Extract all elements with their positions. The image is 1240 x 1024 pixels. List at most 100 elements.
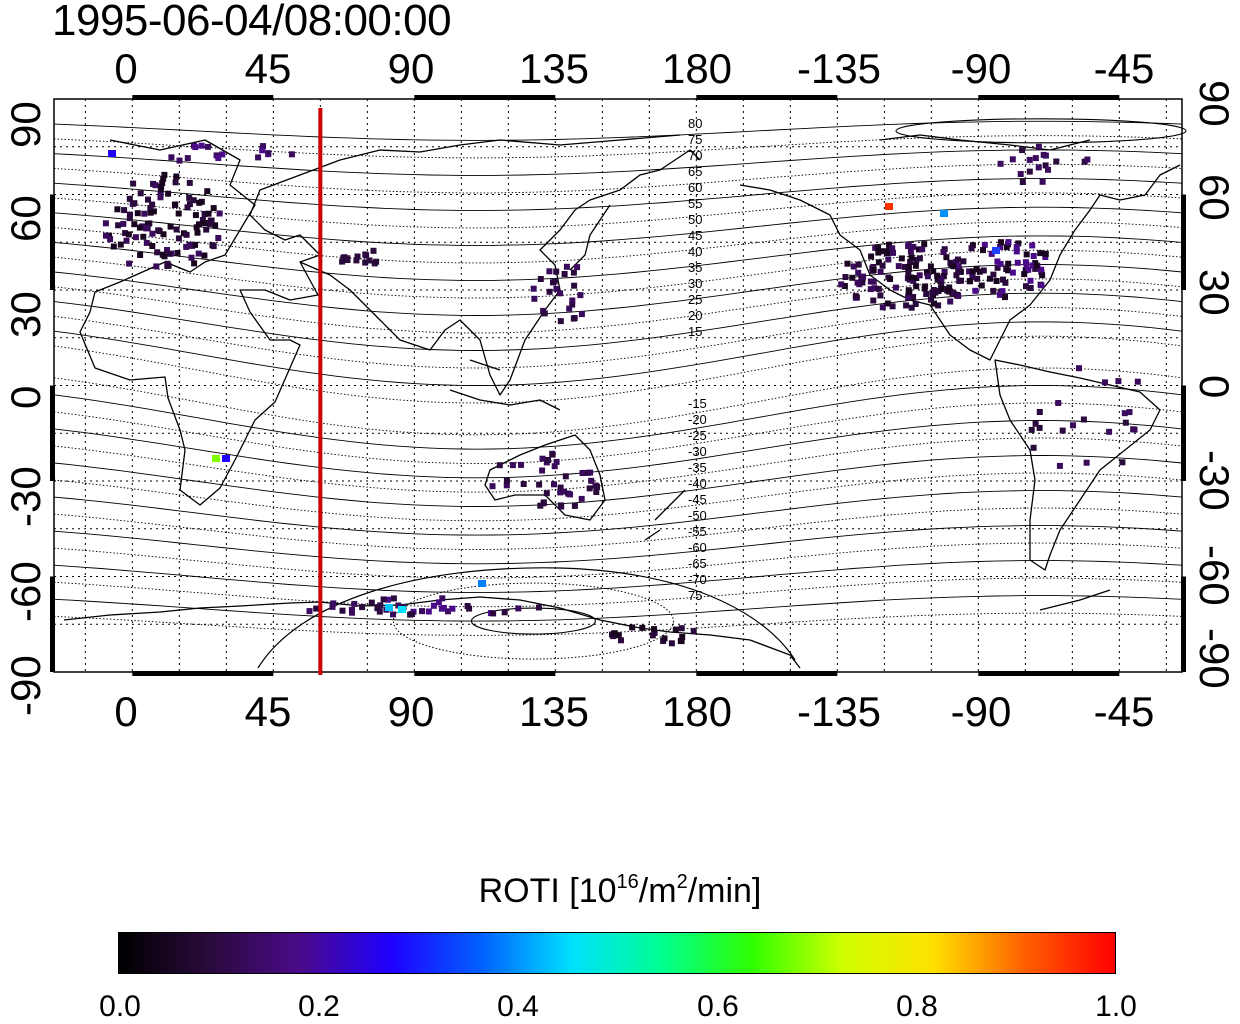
contour-label-south: -30 (688, 444, 707, 459)
roti-point (679, 634, 686, 640)
roti-point (1005, 267, 1011, 274)
roti-point (912, 301, 919, 307)
roti-point (571, 282, 578, 289)
roti-point (871, 285, 878, 292)
roti-point (1017, 171, 1024, 177)
roti-point (496, 462, 503, 469)
colorbar-tick-4: 0.8 (896, 990, 938, 1023)
roti-point (539, 455, 546, 462)
roti-point (535, 604, 542, 611)
roti-point (353, 257, 360, 264)
roti-point (577, 292, 584, 299)
roti-point (931, 300, 937, 307)
roti-point (150, 208, 157, 215)
roti-point (503, 482, 510, 489)
roti-point (561, 271, 568, 277)
roti-point (152, 182, 159, 189)
roti-point (131, 221, 138, 228)
contour-line (53, 595, 1183, 622)
roti-point (539, 467, 546, 474)
roti-point (997, 160, 1004, 167)
roti-point (127, 211, 133, 218)
roti-point (1042, 250, 1049, 257)
roti-point (999, 288, 1006, 295)
roti-point (976, 268, 983, 275)
roti-point (928, 296, 934, 303)
left-tick-6: -90 (2, 655, 49, 716)
roti-point (913, 257, 920, 263)
roti-point (1039, 178, 1046, 185)
colorbar-tick-2: 0.4 (497, 990, 539, 1023)
roti-point (561, 488, 568, 495)
roti-point (919, 246, 926, 253)
roti-point (994, 264, 1001, 271)
frame-tick-bars (50, 95, 1186, 676)
roti-point (578, 311, 585, 318)
roti-point (398, 606, 406, 613)
roti-point (149, 243, 156, 249)
roti-point (339, 258, 346, 265)
roti-point (860, 273, 867, 280)
coast-asia (299, 134, 701, 396)
roti-point (1030, 253, 1037, 259)
roti-point (913, 283, 920, 290)
roti-point (368, 599, 375, 606)
roti-point (140, 233, 147, 240)
roti-point (884, 300, 891, 307)
frame-bar-bottom (978, 671, 1120, 676)
roti-point (201, 252, 208, 259)
roti-point (210, 205, 217, 212)
bottom-tick-5: -135 (796, 688, 882, 735)
contour-label-north: 20 (688, 308, 702, 323)
right-tick-6: -90 (1191, 628, 1238, 689)
contour-label-north: 25 (688, 292, 702, 307)
roti-point (145, 196, 151, 203)
roti-point (980, 247, 986, 254)
roti-point (141, 210, 148, 217)
roti-point (1039, 272, 1046, 279)
contour-label-south: -55 (688, 524, 707, 539)
contour-label-south: -60 (688, 540, 707, 555)
roti-point (204, 188, 211, 195)
roti-point (880, 248, 887, 255)
contour-line (53, 221, 1183, 264)
roti-point (998, 239, 1004, 246)
roti-point (892, 284, 899, 291)
frame-bar-right (1181, 194, 1186, 290)
roti-point (969, 268, 976, 275)
roti-point (908, 304, 915, 311)
roti-point (594, 484, 601, 490)
contour-line (53, 472, 1183, 522)
roti-point (990, 287, 997, 294)
colorbar-title-exp1: 16 (616, 871, 639, 893)
roti-point (885, 256, 892, 263)
contour-labels: 8075706560555045403530252015-15-20-25-30… (688, 116, 707, 603)
roti-point (137, 252, 144, 258)
roti-point (587, 469, 594, 476)
roti-point (1013, 248, 1020, 255)
roti-point (313, 605, 320, 612)
roti-point (165, 190, 172, 197)
roti-point (639, 624, 646, 631)
roti-point (149, 230, 156, 237)
roti-point (661, 635, 668, 642)
roti-point (1027, 277, 1034, 284)
roti-point (629, 624, 636, 631)
roti-point (562, 473, 569, 480)
roti-point (147, 204, 154, 211)
roti-point (978, 282, 985, 289)
roti-point (1026, 156, 1033, 163)
roti-point (953, 272, 960, 279)
roti-point (183, 243, 190, 250)
roti-point (201, 211, 208, 217)
top-tick-6: -90 (950, 45, 1012, 92)
roti-point (841, 283, 848, 289)
roti-point (536, 481, 543, 488)
roti-point (430, 602, 437, 609)
roti-point (215, 235, 222, 241)
roti-point (1019, 179, 1026, 185)
contour-label-north: 80 (688, 116, 702, 131)
roti-point (988, 250, 995, 257)
roti-point (198, 198, 205, 205)
roti-point (126, 215, 133, 222)
